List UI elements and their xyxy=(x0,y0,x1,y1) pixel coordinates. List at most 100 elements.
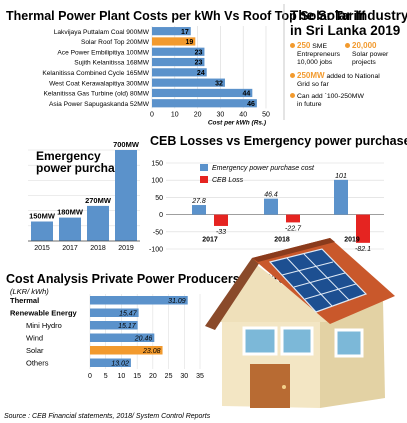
bar xyxy=(152,99,257,108)
bar xyxy=(59,217,81,241)
bar-value-label: 27.8 xyxy=(191,198,206,205)
x-tick-label: 0 xyxy=(88,373,92,380)
x-tick-label: 40 xyxy=(239,111,247,118)
category-label: Sujith Kelanitissa 168MW xyxy=(74,60,150,67)
bar xyxy=(286,214,300,223)
bar-value-label: 15.17 xyxy=(118,323,137,330)
bar xyxy=(152,47,205,56)
legend-label: CEB Loss xyxy=(212,177,244,184)
bar-value-label: 101 xyxy=(335,173,347,180)
solar-house-illustration xyxy=(205,238,395,408)
house-window-2 xyxy=(280,326,314,356)
bar-value-label: 270MW xyxy=(85,196,112,205)
bar-value-label: 23.08 xyxy=(142,348,161,355)
solar-fact: 250 SME Entrepreneurs 10,000 jobs xyxy=(297,41,341,66)
bar xyxy=(90,308,139,317)
roof-edge xyxy=(205,258,260,330)
x-axis-label: Cost per kWh (Rs.) xyxy=(208,119,266,126)
bar-value-label: 46.4 xyxy=(264,192,278,199)
bar xyxy=(192,205,206,215)
x-tick-label: 30 xyxy=(180,373,188,380)
category-label: Wind xyxy=(26,334,43,343)
bar-value-label: 44 xyxy=(243,91,251,98)
bar xyxy=(214,214,228,226)
bar xyxy=(152,78,225,87)
bar-value-label: 13.02 xyxy=(111,361,129,368)
y-tick-label: 0 xyxy=(159,212,163,219)
y-tick-label: 150 xyxy=(151,161,163,168)
bar xyxy=(87,205,109,241)
bar-value-label: 17 xyxy=(181,29,189,36)
x-tick-label: 35 xyxy=(196,373,204,380)
solar-panel-title: The Solar Industry in Sri Lanka 2019 xyxy=(290,8,407,38)
x-tick-label: 10 xyxy=(171,111,179,118)
x-tick-label: 2017 xyxy=(202,237,218,244)
bar xyxy=(356,214,370,243)
solar-fact: Can add `100-250MW in future xyxy=(297,93,364,108)
door-knob xyxy=(282,385,286,389)
category-label: Kelanitissa Combined Cycle 165MW xyxy=(42,70,149,77)
bar xyxy=(31,221,53,241)
bar xyxy=(90,333,155,342)
bar-value-label: 19 xyxy=(186,39,194,46)
bar xyxy=(90,346,163,355)
private-producers-chart: Cost Analysis Private Power Producers in… xyxy=(6,272,286,380)
bar xyxy=(90,321,138,330)
bar-value-label: 700MW xyxy=(113,140,140,149)
solar-panel-icon xyxy=(268,248,368,313)
category-label: Asia Power Sapugaskanda 52MW xyxy=(49,101,150,108)
ceb-losses-chart: CEB Losses vs Emergency power purchase c… xyxy=(149,134,407,254)
bar xyxy=(152,88,253,98)
x-tick-label: 2019 xyxy=(344,237,360,244)
solar-industry-panel: The Solar Industry in Sri Lanka 2019 250… xyxy=(283,4,407,120)
category-label: Thermal xyxy=(10,296,39,305)
bar-value-label: 31.09 xyxy=(168,298,186,305)
bar xyxy=(264,198,278,215)
house-window-3 xyxy=(334,328,364,358)
roof-ridge xyxy=(252,238,335,262)
x-tick-label: 2017 xyxy=(62,245,78,252)
bar-value-label: 20.46 xyxy=(134,336,153,343)
bar-value-label: 23 xyxy=(195,49,203,56)
y-tick-label: 50 xyxy=(155,195,163,202)
bullet-icon xyxy=(290,43,295,48)
x-tick-label: 2018 xyxy=(274,237,290,244)
y-tick-label: -50 xyxy=(153,229,163,236)
legend-swatch xyxy=(200,176,208,183)
ppp-chart-title: Cost Analysis Private Power Producers in… xyxy=(6,272,286,286)
x-tick-label: 2015 xyxy=(34,245,50,252)
x-tick-label: 50 xyxy=(262,111,270,118)
bar xyxy=(152,57,205,67)
category-label: Ace Power Embilipitiya 100MW xyxy=(57,49,149,56)
bar xyxy=(115,150,137,241)
category-label: Solar Roof Top 200MW xyxy=(81,39,150,46)
bar-value-label: -33 xyxy=(216,229,226,236)
x-tick-label: 0 xyxy=(150,111,154,118)
bar-value-label: 24 xyxy=(197,70,205,77)
emergency-purchase-chart: Emergency power purchase 150MW 2015 180MW 201… xyxy=(28,140,140,252)
x-tick-label: 25 xyxy=(165,373,173,380)
bullet-icon xyxy=(290,93,295,98)
bullet-icon xyxy=(345,43,350,48)
x-tick-label: 2019 xyxy=(118,245,134,252)
x-tick-label: 2018 xyxy=(90,245,106,252)
house-gable xyxy=(212,262,332,322)
ppp-chart-subtitle: (LKR/ kWh) xyxy=(10,287,49,296)
bar-value-label: -22.7 xyxy=(285,225,302,232)
bullet-icon xyxy=(290,73,295,78)
bar xyxy=(152,68,207,77)
bar-value-label: 180MW xyxy=(57,208,84,217)
bar-value-label: 23 xyxy=(195,60,203,67)
thermal-cost-chart: Thermal Power Plant Costs per kWh Vs Roo… xyxy=(6,9,366,126)
solar-fact: 20,000 Solar power projects xyxy=(352,41,389,66)
ceb-chart-title: CEB Losses vs Emergency power purchase c… xyxy=(150,134,407,148)
x-tick-label: 15 xyxy=(133,373,141,380)
legend-label: Emergency power purchase cost xyxy=(212,165,315,172)
bar xyxy=(152,37,196,46)
bar-value-label: 32 xyxy=(215,80,223,87)
category-label: Kelanitissa Gas Turbine (old) 80MW xyxy=(43,91,149,98)
bar-value-label: 15.47 xyxy=(119,311,138,318)
bar-value-label: 150MW xyxy=(29,212,56,221)
x-tick-label: 20 xyxy=(194,111,202,118)
